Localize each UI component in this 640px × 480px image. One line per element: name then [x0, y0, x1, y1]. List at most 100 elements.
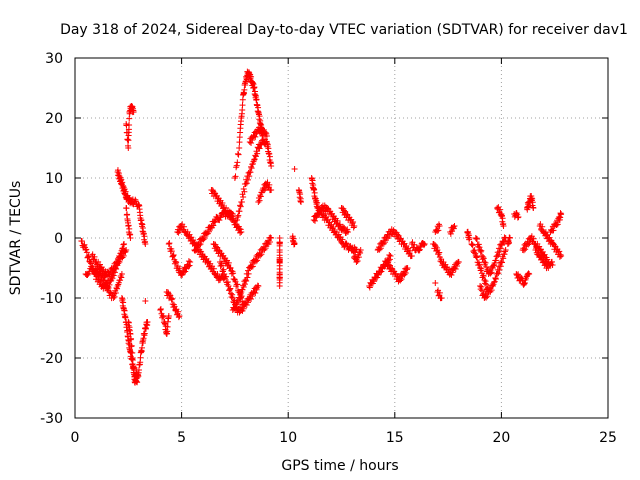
data-point [554, 221, 561, 228]
data-point [133, 367, 140, 373]
data-point [234, 159, 241, 166]
data-point [121, 307, 128, 314]
data-point [130, 364, 137, 371]
data-point [502, 248, 509, 255]
data-point [249, 293, 256, 300]
data-point [160, 313, 167, 320]
y-tick-label: -10 [40, 291, 63, 307]
data-point [468, 241, 475, 247]
data-point [234, 217, 241, 223]
data-point [236, 145, 243, 151]
data-point [357, 247, 364, 253]
data-point [397, 277, 404, 284]
y-tick-label: 30 [45, 51, 63, 67]
data-point [237, 229, 244, 236]
data-point [386, 252, 393, 259]
data-point [371, 278, 378, 285]
data-point [297, 199, 304, 205]
data-point [139, 221, 146, 228]
data-point [514, 214, 521, 221]
data-point [386, 256, 393, 263]
data-point [350, 219, 357, 226]
data-point [494, 253, 501, 259]
data-point [497, 206, 504, 213]
data-point [346, 243, 353, 250]
data-point [254, 257, 261, 264]
data-point [89, 263, 96, 270]
data-point [256, 197, 263, 204]
data-point [142, 241, 149, 247]
data-point [436, 223, 443, 229]
data-point [491, 279, 498, 286]
data-point [172, 258, 179, 265]
data-point [469, 241, 476, 248]
data-point [168, 296, 175, 303]
data-point [496, 248, 503, 255]
data-point [529, 195, 536, 202]
data-point [290, 235, 297, 242]
data-point [266, 153, 273, 160]
data-points [78, 68, 565, 386]
data-point [501, 251, 508, 258]
data-point [436, 249, 443, 256]
data-point [482, 278, 489, 285]
data-point [254, 150, 261, 157]
data-point [210, 265, 217, 272]
data-point [252, 258, 259, 265]
data-point [530, 205, 537, 211]
data-point [248, 139, 255, 146]
data-point [159, 312, 166, 319]
data-point [239, 102, 246, 109]
data-point [164, 323, 171, 330]
data-point [488, 287, 495, 294]
x-tick-label: 10 [279, 430, 297, 446]
data-point [297, 191, 304, 198]
data-point [314, 199, 321, 206]
data-point [334, 217, 341, 224]
data-point [291, 241, 298, 247]
data-point [481, 277, 488, 283]
data-point [240, 193, 247, 200]
data-point [251, 157, 258, 163]
data-point [109, 275, 116, 282]
x-tick-label: 25 [599, 430, 617, 446]
data-point [432, 280, 439, 286]
data-point [237, 291, 244, 298]
data-point [497, 211, 504, 218]
data-point [480, 254, 487, 261]
data-point [343, 241, 350, 248]
data-point [182, 268, 189, 275]
data-point [449, 269, 456, 276]
data-point [478, 283, 485, 290]
data-point [112, 289, 119, 296]
data-point [260, 187, 267, 194]
data-point [219, 199, 226, 206]
data-point [478, 265, 485, 272]
data-point [235, 151, 242, 158]
data-point [175, 308, 182, 315]
data-point [549, 262, 556, 268]
data-point [450, 225, 457, 232]
data-point [484, 293, 491, 300]
data-point [186, 262, 193, 269]
data-point [223, 273, 230, 280]
data-point [166, 292, 173, 299]
data-point [91, 253, 98, 260]
data-point [350, 248, 357, 255]
data-point [355, 254, 362, 261]
data-point [256, 113, 263, 120]
data-point [351, 223, 358, 229]
y-axis-label: SDTVAR / TECUs [8, 181, 24, 296]
y-tick-label: -20 [40, 351, 63, 367]
data-point [268, 235, 275, 241]
data-point [492, 275, 499, 282]
data-point [119, 296, 126, 303]
data-point [520, 247, 527, 254]
data-point [235, 294, 242, 301]
data-point [433, 247, 440, 254]
data-point [233, 162, 240, 169]
data-point [81, 241, 88, 248]
data-point [172, 307, 179, 313]
data-point [244, 299, 251, 306]
data-point [111, 293, 118, 300]
